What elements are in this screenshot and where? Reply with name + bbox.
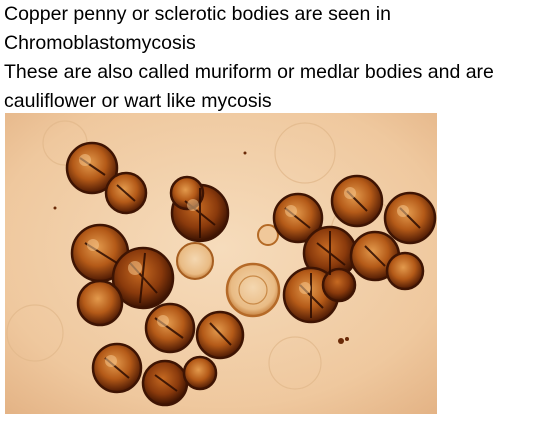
micrograph-image [5, 113, 437, 414]
text-line-4: cauliflower or wart like mycosis [4, 90, 272, 112]
slide-text: Copper penny or sclerotic bodies are see… [4, 0, 559, 116]
cell-highlights [79, 154, 409, 367]
text-line-2: Chromoblastomycosis [4, 32, 196, 54]
text-line-3: These are also called muriform or medlar… [4, 61, 494, 83]
text-line-1: Copper penny or sclerotic bodies are see… [4, 3, 391, 25]
pale-cells [176, 224, 281, 318]
debris [53, 151, 349, 344]
